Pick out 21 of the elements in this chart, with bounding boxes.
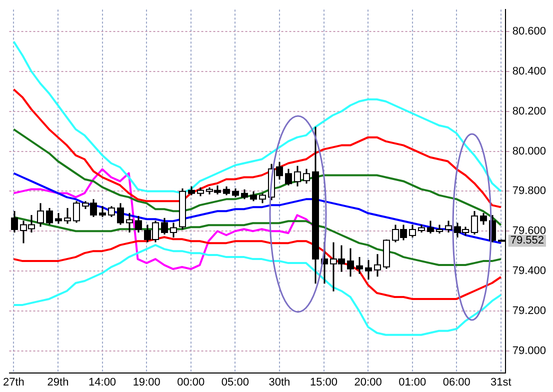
x-tick-label: 01:00 — [398, 376, 426, 388]
y-tick-label: 80.600 — [512, 26, 546, 38]
x-tick-label: 31st — [490, 376, 512, 388]
x-tick-label: 29th — [47, 376, 69, 388]
y-tick-label: 80.200 — [512, 105, 546, 118]
text: 79.552 — [510, 234, 544, 247]
y-tick-label: 80.000 — [512, 145, 546, 158]
x-tick-label: 14:00 — [88, 376, 116, 388]
x-tick-label: 20:00 — [354, 376, 382, 388]
y-tick-label: 79.000 — [512, 344, 546, 357]
y-tick-label: 79.800 — [512, 185, 546, 198]
x-tick-label: 00:00 — [177, 376, 205, 388]
x-tick-label: 06:00 — [442, 376, 470, 388]
y-tick-label: 79.200 — [512, 304, 546, 317]
x-tick-label: 19:00 — [132, 376, 160, 388]
y-tick-label: 80.400 — [512, 65, 546, 78]
x-tick-label: 05:00 — [221, 376, 249, 388]
y-tick-label: 79.400 — [512, 265, 546, 278]
x-tick-label: 15:00 — [310, 376, 338, 388]
x-tick-label: 30th — [268, 376, 290, 388]
x-tick-label: 27th — [2, 376, 24, 388]
